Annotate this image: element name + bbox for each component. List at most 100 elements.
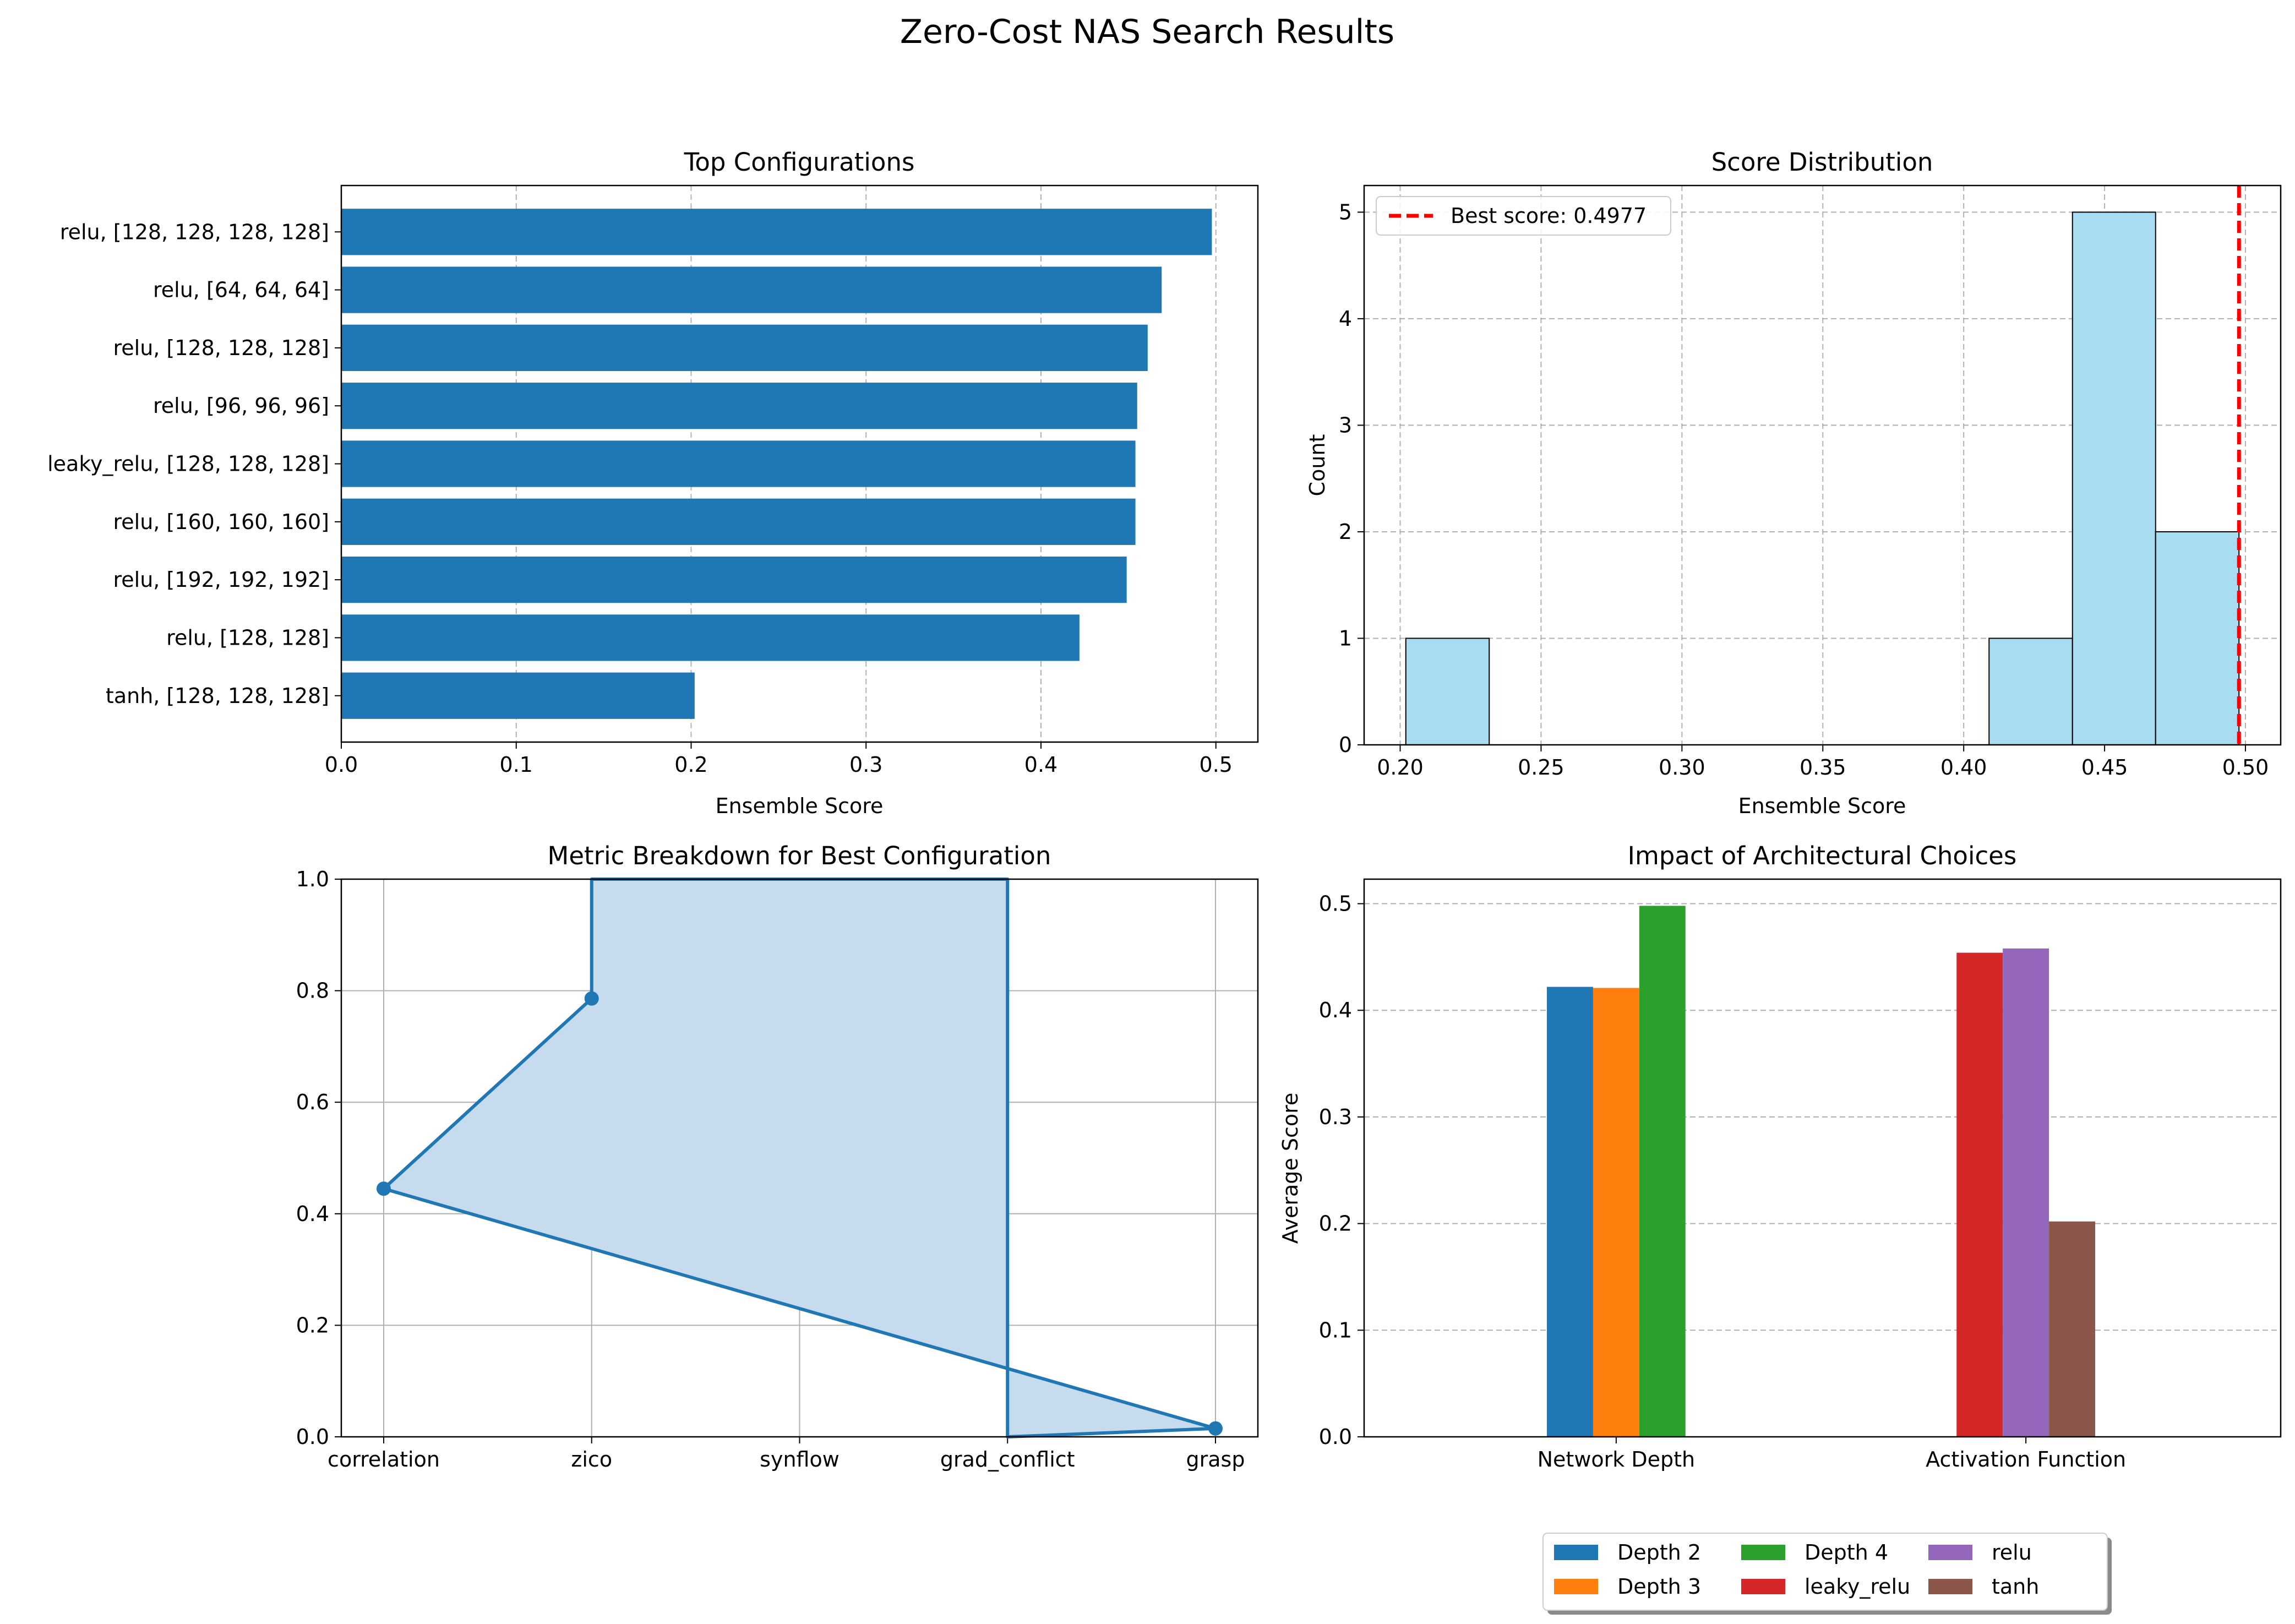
y-axis-label: Average Score <box>1278 1093 1302 1244</box>
y-tick-label: 1.0 <box>296 867 329 891</box>
y-tick-label: relu, [160, 160, 160] <box>113 510 329 534</box>
x-tick-label: 0.2 <box>674 753 707 777</box>
y-tick-label: 0.0 <box>1319 1425 1352 1449</box>
y-tick-label: relu, [96, 96, 96] <box>153 394 329 418</box>
bar <box>2049 1221 2096 1437</box>
bar <box>1547 987 1593 1437</box>
panel-title: Score Distribution <box>1711 148 1933 177</box>
bar <box>1593 988 1639 1437</box>
legend-swatch <box>1741 1545 1785 1560</box>
bar <box>341 266 1162 313</box>
y-tick-label: 0.1 <box>1319 1318 1352 1342</box>
metric-breakdown-panel: Metric Breakdown for Best Configuration … <box>296 841 1259 1472</box>
y-tick-label: relu, [128, 128, 128] <box>113 336 329 360</box>
y-tick-label: 0.4 <box>296 1202 329 1226</box>
y-tick-label: relu, [128, 128] <box>166 625 329 650</box>
architectural-choices-panel: Impact of Architectural Choices Average … <box>1278 841 2282 1615</box>
x-tick-label: 0.20 <box>1377 755 1424 780</box>
y-tick-label: 0.2 <box>296 1313 329 1337</box>
bar <box>1639 906 1686 1437</box>
legend-label: Best score: 0.4977 <box>1451 204 1647 228</box>
x-axis-label: Ensemble Score <box>716 794 884 818</box>
x-tick-label: 0.3 <box>849 753 882 777</box>
y-tick-label: 0.5 <box>1319 892 1352 916</box>
x-tick-label: zico <box>571 1447 612 1472</box>
legend: Depth 2 Depth 3 Depth 4 leaky_relu relu tanh <box>1542 1533 2112 1615</box>
x-tick-label: 0.50 <box>2222 755 2269 780</box>
legend-swatch <box>1554 1579 1598 1594</box>
legend-label: Depth 2 <box>1617 1540 1701 1565</box>
y-tick-label: 0.2 <box>1319 1212 1352 1236</box>
bar <box>2003 948 2049 1437</box>
plot-area: 0.0 0.1 0.2 0.3 0.4 0.5 relu, [128, 128, 128, … <box>47 184 1259 777</box>
legend-swatch <box>1928 1545 1972 1560</box>
histogram-bar <box>2155 531 2240 745</box>
histogram-bar <box>1405 637 1490 745</box>
bar <box>341 614 1080 661</box>
y-tick-label: 0 <box>1339 733 1352 757</box>
x-tick-label: grad_conflict <box>940 1447 1075 1472</box>
x-axis-label: Ensemble Score <box>1738 794 1906 818</box>
x-tick-label: Network Depth <box>1538 1447 1695 1472</box>
plot-area: 0.20 0.25 0.30 0.35 0.40 0.45 0.50 0 1 2 3 4 5 Best s… <box>1339 184 2282 780</box>
x-tick-label: correlation <box>328 1447 440 1472</box>
y-tick-label: 1 <box>1339 626 1352 650</box>
y-axis-label: Count <box>1305 434 1329 497</box>
x-tick-label: 0.30 <box>1659 755 1705 780</box>
legend-swatch <box>1554 1545 1598 1560</box>
axes-frame <box>1363 878 2282 1438</box>
bar <box>341 557 1127 603</box>
axes-frame <box>340 184 1259 743</box>
y-tick-label: 0.0 <box>296 1425 329 1449</box>
metric-point <box>377 1181 391 1196</box>
x-tick-label: 0.25 <box>1518 755 1564 780</box>
y-tick-label: 4 <box>1339 307 1352 331</box>
x-tick-label: 0.35 <box>1800 755 1846 780</box>
axes-frame <box>340 878 1259 1438</box>
x-tick-label: Activation Function <box>1926 1447 2126 1472</box>
bar <box>341 440 1136 487</box>
y-tick-label: relu, [64, 64, 64] <box>153 278 329 302</box>
bar <box>1956 952 2003 1437</box>
x-tick-label: 0.1 <box>500 753 533 777</box>
y-tick-label: tanh, [128, 128, 128] <box>106 684 329 708</box>
plot-area: 0.0 0.1 0.2 0.3 0.4 0.5 Network Depth Activatio… <box>1319 878 2282 1615</box>
top-configurations-panel: Top Configurations Ensemble Score 0.0 0.1… <box>47 148 1259 818</box>
bar <box>341 383 1137 429</box>
legend-label: relu <box>1992 1540 2032 1565</box>
bar <box>341 209 1212 255</box>
bar <box>341 324 1148 371</box>
x-tick-label: grasp <box>1186 1447 1245 1472</box>
x-tick-label: 0.40 <box>1940 755 1987 780</box>
legend-label: leaky_relu <box>1805 1574 1910 1599</box>
histogram-bar <box>1988 637 2073 745</box>
histogram-bar <box>2072 211 2156 745</box>
bar <box>341 498 1136 545</box>
score-distribution-panel: Score Distribution Ensemble Score Count … <box>1305 148 2282 818</box>
y-tick-label: relu, [192, 192, 192] <box>113 568 329 592</box>
y-tick-label: 5 <box>1339 200 1352 224</box>
legend-frame <box>1376 196 1671 236</box>
y-tick-label: 0.4 <box>1319 998 1352 1022</box>
x-tick-label: 0.45 <box>2081 755 2128 780</box>
x-tick-label: 0.4 <box>1024 753 1057 777</box>
y-tick-label: relu, [128, 128, 128, 128] <box>60 220 329 244</box>
legend-label: tanh <box>1992 1574 2039 1599</box>
y-tick-label: 0.6 <box>296 1090 329 1114</box>
legend-label: Depth 4 <box>1805 1540 1888 1565</box>
x-tick-label: synflow <box>760 1447 839 1472</box>
figure-title: Zero-Cost NAS Search Results <box>900 13 1394 51</box>
x-tick-label: 0.0 <box>325 753 358 777</box>
legend-swatch <box>1741 1579 1785 1594</box>
x-tick-label: 0.5 <box>1200 753 1233 777</box>
legend: Best score: 0.4977 <box>1376 196 1671 236</box>
panel-title: Metric Breakdown for Best Configuration <box>548 841 1051 870</box>
y-tick-label: 3 <box>1339 413 1352 437</box>
axes-frame <box>1363 184 2282 746</box>
y-tick-label: 0.8 <box>296 979 329 1003</box>
panel-title: Top Configurations <box>684 148 915 177</box>
plot-area: correlation zico synflow grad_conflict grasp… <box>296 867 1259 1472</box>
metric-point <box>1208 1421 1223 1436</box>
bar <box>341 672 695 719</box>
